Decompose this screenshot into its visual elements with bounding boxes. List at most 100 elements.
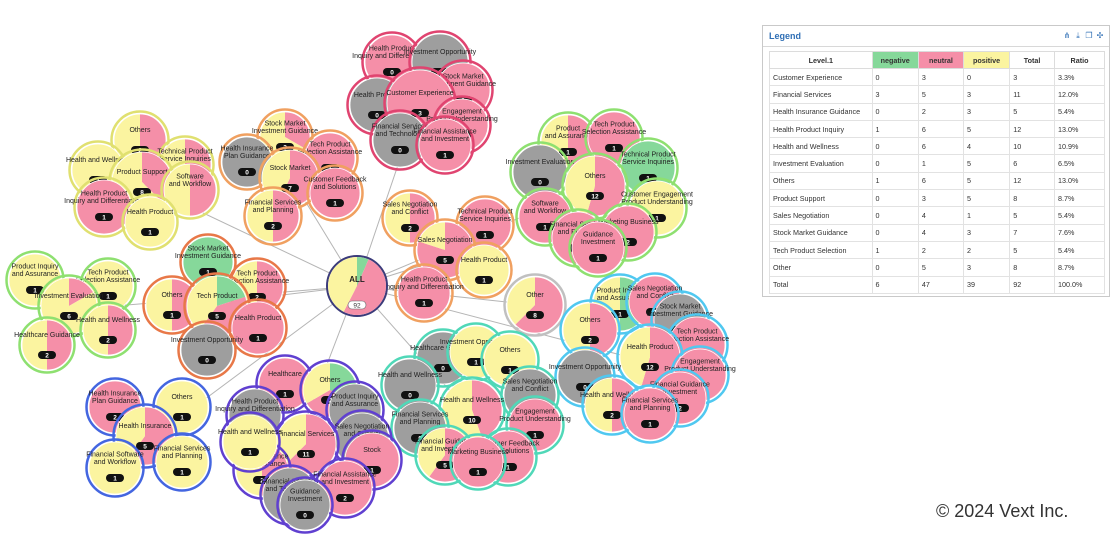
pie-slice	[515, 277, 563, 333]
col-neutral[interactable]: neutral	[917, 51, 964, 69]
col-positive[interactable]: positive	[962, 51, 1011, 69]
topic-node[interactable]: Health Product 1	[121, 193, 179, 251]
legend-cell: 100.0%	[1053, 275, 1106, 294]
topic-node[interactable]: Others 2	[559, 299, 621, 361]
count-badge	[526, 431, 544, 439]
download-icon[interactable]: ⤓	[1076, 31, 1080, 40]
copy-icon[interactable]: ❐	[1085, 31, 1093, 40]
legend-cell: 2	[962, 240, 1011, 260]
topic-node[interactable]: Marketing Business 1	[447, 433, 509, 491]
count-badge	[136, 442, 154, 450]
count-label: 0	[538, 180, 542, 187]
topic-node[interactable]: Healthcare Guidance 2	[14, 316, 80, 374]
legend-cell: Stock Market Guidance	[769, 223, 873, 242]
count-badge	[586, 192, 604, 200]
root-node[interactable]: ALL 92	[326, 255, 388, 317]
node-label: and Planning	[253, 207, 294, 214]
count-label: 1	[506, 465, 510, 472]
legend-cell: 39	[962, 275, 1011, 294]
node-label: Customer Experience	[386, 90, 453, 97]
node-label: and Conflict	[637, 293, 674, 300]
legend-cell: 6	[917, 171, 964, 191]
legend-row: Customer Experience 0 3 0 3 3.3%	[769, 67, 1106, 87]
count-label: 1	[102, 215, 106, 222]
topic-node[interactable]: Others 12	[561, 152, 629, 220]
topic-node[interactable]: Health and Wellness 2	[76, 301, 141, 359]
node-label: Health Insurance	[89, 390, 142, 397]
col-negative[interactable]: negative	[871, 51, 919, 69]
count-label: 2	[610, 413, 614, 420]
node-label: and Conflict	[392, 209, 429, 216]
legend-row: Other 0 5 3 8 8.7%	[769, 258, 1106, 277]
legend-cell: Customer Experience	[769, 67, 873, 87]
count-label: 1	[474, 360, 478, 367]
count-label: 6	[67, 314, 71, 321]
pie-slice	[506, 277, 535, 325]
col-level[interactable]: Level.1	[769, 51, 873, 69]
settings-icon[interactable]: ✣	[1096, 31, 1104, 40]
count-label: 12	[591, 194, 599, 201]
count-label: 1	[566, 150, 570, 157]
node-label: Health and Wellness	[66, 157, 131, 164]
topic-node[interactable]: Investment Opportunity 0	[171, 320, 244, 380]
legend-row: Financial Services 3 5 3 11 12.0%	[769, 85, 1106, 104]
legend-cell: 5	[1009, 240, 1055, 260]
count-badge	[296, 511, 314, 519]
node-label: Sales Negotiation	[628, 285, 683, 292]
node-label: and Conflict	[512, 386, 549, 393]
node-label: and Workflow	[524, 208, 567, 215]
node-label: and Workflow	[94, 459, 137, 466]
node-label: and Planning	[162, 453, 203, 460]
count-label: 1	[422, 301, 426, 308]
legend-cell: 2	[917, 102, 964, 121]
topic-node[interactable]: Health and Wellness 1	[218, 411, 283, 473]
pie-slice	[284, 414, 337, 474]
node-label: Inquiry and Differentiation	[64, 198, 144, 205]
count-badge	[95, 213, 113, 221]
count-badge	[208, 312, 226, 320]
count-badge	[434, 364, 452, 372]
legend-cell: 7	[1009, 223, 1055, 242]
count-label: 2	[113, 415, 117, 422]
node-label: Stock Market	[188, 245, 229, 252]
legend-cell: Other	[769, 258, 873, 277]
legend-cell: Health Insurance Guidance	[769, 102, 873, 121]
network-icon[interactable]: ⋔	[1063, 31, 1071, 40]
pie-slice	[89, 442, 141, 494]
topic-node[interactable]: Health Product 1	[228, 298, 288, 358]
col-total[interactable]: Total	[1009, 51, 1055, 69]
node-label: Others	[319, 377, 341, 384]
count-badge	[476, 231, 494, 239]
pie-slice	[181, 324, 233, 376]
topic-node[interactable]: Health Product 1	[455, 241, 513, 299]
col-ratio[interactable]: Ratio	[1053, 51, 1106, 69]
legend-cell: 3	[871, 85, 919, 104]
legend-cell: 5	[1009, 102, 1055, 121]
pie-slice	[186, 276, 217, 331]
count-label: 1	[476, 470, 480, 477]
topic-node[interactable]: Other 8	[503, 273, 567, 337]
node-outline	[506, 276, 564, 334]
count-label: 1	[482, 278, 486, 285]
count-badge	[99, 336, 117, 344]
node-outline	[571, 221, 625, 275]
node-label: and Solutions	[314, 184, 357, 191]
count-label: 5	[143, 444, 147, 451]
count-badge	[469, 468, 487, 476]
cluster-network-graph[interactable]: Others 2 Health and Wellness 1 Technical Pro…	[0, 0, 755, 552]
legend-cell: 13.0%	[1053, 171, 1106, 191]
count-label: 1	[483, 233, 487, 240]
node-label: Other	[526, 292, 544, 299]
node-label: and Workflow	[169, 181, 212, 188]
